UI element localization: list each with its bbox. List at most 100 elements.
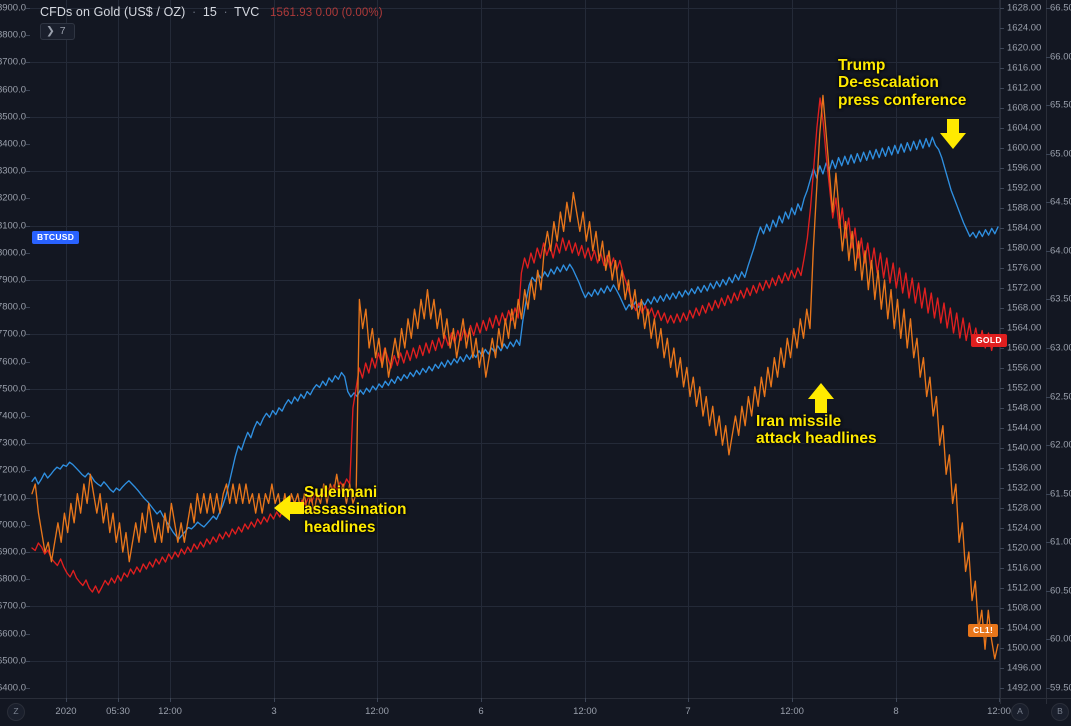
axis-tick-label: 60.50 [1050,585,1071,597]
annotation-trump-press-conference: Trump De-escalation press conference [838,57,967,109]
axis-tick [1000,268,1004,269]
axis-tick-label: 7000.0 [0,519,26,531]
axis-tick-label: 8600.0 [0,83,26,95]
axis-tick [26,252,30,254]
axis-tick-label: 1512.00 [1007,582,1042,594]
axis-tick [1000,448,1004,449]
axis-tick [1046,542,1050,544]
axis-toggle-a-button[interactable]: A [1011,703,1029,721]
axis-tick [1046,250,1050,252]
axis-tick [1000,588,1004,589]
axis-tick [1000,188,1004,189]
axis-tick-label: 1528.00 [1007,502,1042,514]
axis-tick-label: 1516.00 [1007,562,1042,574]
axis-tick [1000,648,1004,649]
axis-tick [1000,328,1004,329]
zoom-reset-button[interactable]: Z [7,703,25,721]
axis-tick-label: 1592.00 [1007,182,1042,194]
legend-separator-1: · [191,5,197,19]
axis-tick [1000,388,1004,389]
axis-tick [1000,148,1004,149]
time-axis-tick [585,698,586,702]
axis-tick [26,688,30,689]
axis-tick [26,116,30,118]
axis-tick-label: 1524.00 [1007,522,1042,534]
axis-tick-label: 66.00 [1050,50,1071,62]
axis-tick-label: 1508.00 [1007,602,1042,614]
time-axis[interactable]: 2020 05:30 12:00 3 12:00 6 12:00 7 12:00 8 12:00 [30,698,1011,726]
axis-tick [1000,568,1004,569]
axis-tick-label: 1520.00 [1007,542,1042,554]
axis-tick-label: 1496.00 [1007,662,1042,674]
axis-tick-label: 1584.00 [1007,222,1042,234]
axis-tick-label: 7200.0 [0,464,26,476]
axis-tick [1000,428,1004,429]
price-axis-btcusd[interactable]: 8900.0 8800.0 8700.0 8600.0 8500.0 8400.0 8300… [0,0,30,726]
axis-tick-label: 6900.0 [0,546,26,558]
axis-tick-label: 7800.0 [0,301,26,313]
axis-divider [1000,0,1001,704]
chart-legend[interactable]: CFDs on Gold (US$ / OZ) · 15 · TVC 1561.… [40,5,383,19]
annotation-suleimani: Suleimani assassination headlines [304,484,407,536]
time-axis-tick [377,698,378,702]
axis-tick [1000,248,1004,249]
axis-tick [26,606,30,608]
axis-tick [1000,68,1004,69]
axis-tick [26,361,30,363]
legend-exchange[interactable]: TVC [234,5,260,19]
time-axis-tick [274,698,275,702]
chart-plot-area[interactable] [30,0,1000,698]
axis-tick [1046,445,1050,447]
time-axis-tick [66,698,67,702]
axis-tick-label: 1588.00 [1007,202,1042,214]
axis-tick-label: 64.50 [1050,196,1071,208]
axis-tick-label: 8400.0 [0,138,26,150]
axis-tick-label: 7500.0 [0,383,26,395]
price-axis-gold[interactable]: 1628.00 1624.00 1620.00 1616.00 1612.00 1608.… [1000,0,1046,726]
axis-tick [1000,88,1004,89]
axis-tick [26,497,30,499]
axis-tick-label: 61.00 [1050,536,1071,548]
arrow-down-icon [940,119,966,149]
axis-tick [26,633,30,635]
axis-tick [1000,208,1004,209]
time-axis-tick [792,698,793,702]
axis-divider [1046,0,1047,704]
axis-tick-label: 8200.0 [0,192,26,204]
axis-toggle-b-button[interactable]: B [1051,703,1069,721]
time-axis-tick [896,698,897,702]
axis-tick [1000,108,1004,109]
time-axis-label: 6 [478,706,484,717]
axis-tick [1000,28,1004,29]
legend-collapse-button[interactable]: ❯ 7 [40,23,75,40]
axis-tick-label: 1504.00 [1007,622,1042,634]
annotation-iran-missile: Iran missile attack headlines [756,413,877,448]
axis-tick-label: 6700.0 [0,600,26,612]
time-axis-tick [999,698,1000,702]
axis-tick [26,8,30,9]
axis-tick [1000,8,1004,9]
axis-tick-label: 7600.0 [0,355,26,367]
legend-symbol[interactable]: CFDs on Gold (US$ / OZ) [40,5,186,19]
price-axis-oil[interactable]: 66.50 66.00 65.50 65.00 64.50 64.00 63.50 63.00… [1046,0,1071,726]
axis-tick-label: 60.00 [1050,633,1071,645]
axis-tick [1000,288,1004,289]
axis-tick [1046,299,1050,301]
axis-tick-label: 1580.00 [1007,242,1042,254]
axis-tick-label: 8300.0 [0,165,26,177]
price-badge-gold: GOLD [971,334,1007,347]
axis-tick-label: 1624.00 [1007,22,1042,34]
axis-tick [1000,688,1004,689]
axis-tick [26,443,30,445]
axis-tick [1000,468,1004,469]
axis-tick [26,470,30,472]
axis-tick-label: 1540.00 [1007,442,1042,454]
axis-tick [1000,128,1004,129]
axis-tick-label: 7900.0 [0,274,26,286]
time-axis-tick [170,698,171,702]
legend-interval[interactable]: 15 [202,5,217,19]
axis-tick-label: 8500.0 [0,111,26,123]
axis-tick [1000,228,1004,229]
axis-tick-label: 63.50 [1050,293,1071,305]
